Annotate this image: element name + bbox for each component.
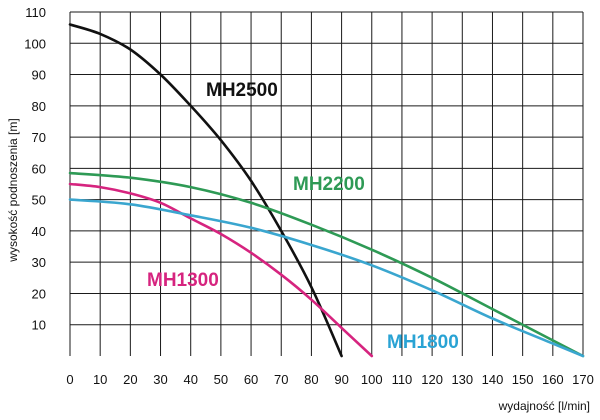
- y-tick-label: 40: [32, 224, 46, 239]
- series-label-mh1300: MH1300: [147, 270, 219, 291]
- y-tick-label: 20: [32, 286, 46, 301]
- x-tick-label: 130: [451, 372, 473, 387]
- series-line-mh2500: [68, 23, 343, 358]
- series-line-mh2200: [68, 171, 585, 358]
- grid: [69, 11, 584, 356]
- x-tick-label: 150: [512, 372, 534, 387]
- x-tick-label: 60: [244, 372, 258, 387]
- x-tick-label: 70: [274, 372, 288, 387]
- x-tick-label: 80: [304, 372, 318, 387]
- y-tick-label: 60: [32, 161, 46, 176]
- series-line-mh1800: [68, 198, 585, 358]
- x-tick-label: 0: [66, 372, 73, 387]
- x-tick-label: 90: [334, 372, 348, 387]
- tick-labels: 0 10 20 30 40 50 60 70 80 90 100 110 120 130 140 150 160…: [24, 5, 594, 387]
- y-tick-label: 50: [32, 193, 46, 208]
- series-labels: MH2500 MH2200 MH1300 MH1800: [147, 80, 459, 353]
- x-tick-label: 20: [123, 372, 137, 387]
- series-line-mh1300: [68, 182, 374, 358]
- y-tick-label: 110: [25, 5, 46, 20]
- x-tick-label: 140: [482, 372, 504, 387]
- x-tick-label: 120: [421, 372, 443, 387]
- y-tick-label: 80: [32, 99, 46, 114]
- x-tick-label: 110: [392, 372, 413, 387]
- x-tick-label: 160: [542, 372, 564, 387]
- series-label-mh2200: MH2200: [293, 174, 365, 195]
- x-tick-label: 30: [153, 372, 167, 387]
- y-tick-label: 10: [32, 318, 46, 333]
- series-lines: [68, 23, 585, 358]
- x-tick-label: 100: [361, 372, 383, 387]
- y-tick-label: 70: [32, 130, 46, 145]
- series-label-mh2500: MH2500: [206, 80, 278, 101]
- y-tick-label: 100: [24, 36, 46, 51]
- y-tick-label: 90: [32, 68, 46, 83]
- x-tick-label: 10: [93, 372, 107, 387]
- x-tick-label: 50: [214, 372, 228, 387]
- x-tick-label: 40: [183, 372, 197, 387]
- x-tick-label: 170: [572, 372, 594, 387]
- y-tick-label: 30: [32, 255, 46, 270]
- x-axis-label: wydajność [l/min]: [498, 399, 590, 413]
- series-label-mh1800: MH1800: [387, 332, 459, 353]
- y-axis-label: wysokość podnoszenia [m]: [6, 118, 20, 262]
